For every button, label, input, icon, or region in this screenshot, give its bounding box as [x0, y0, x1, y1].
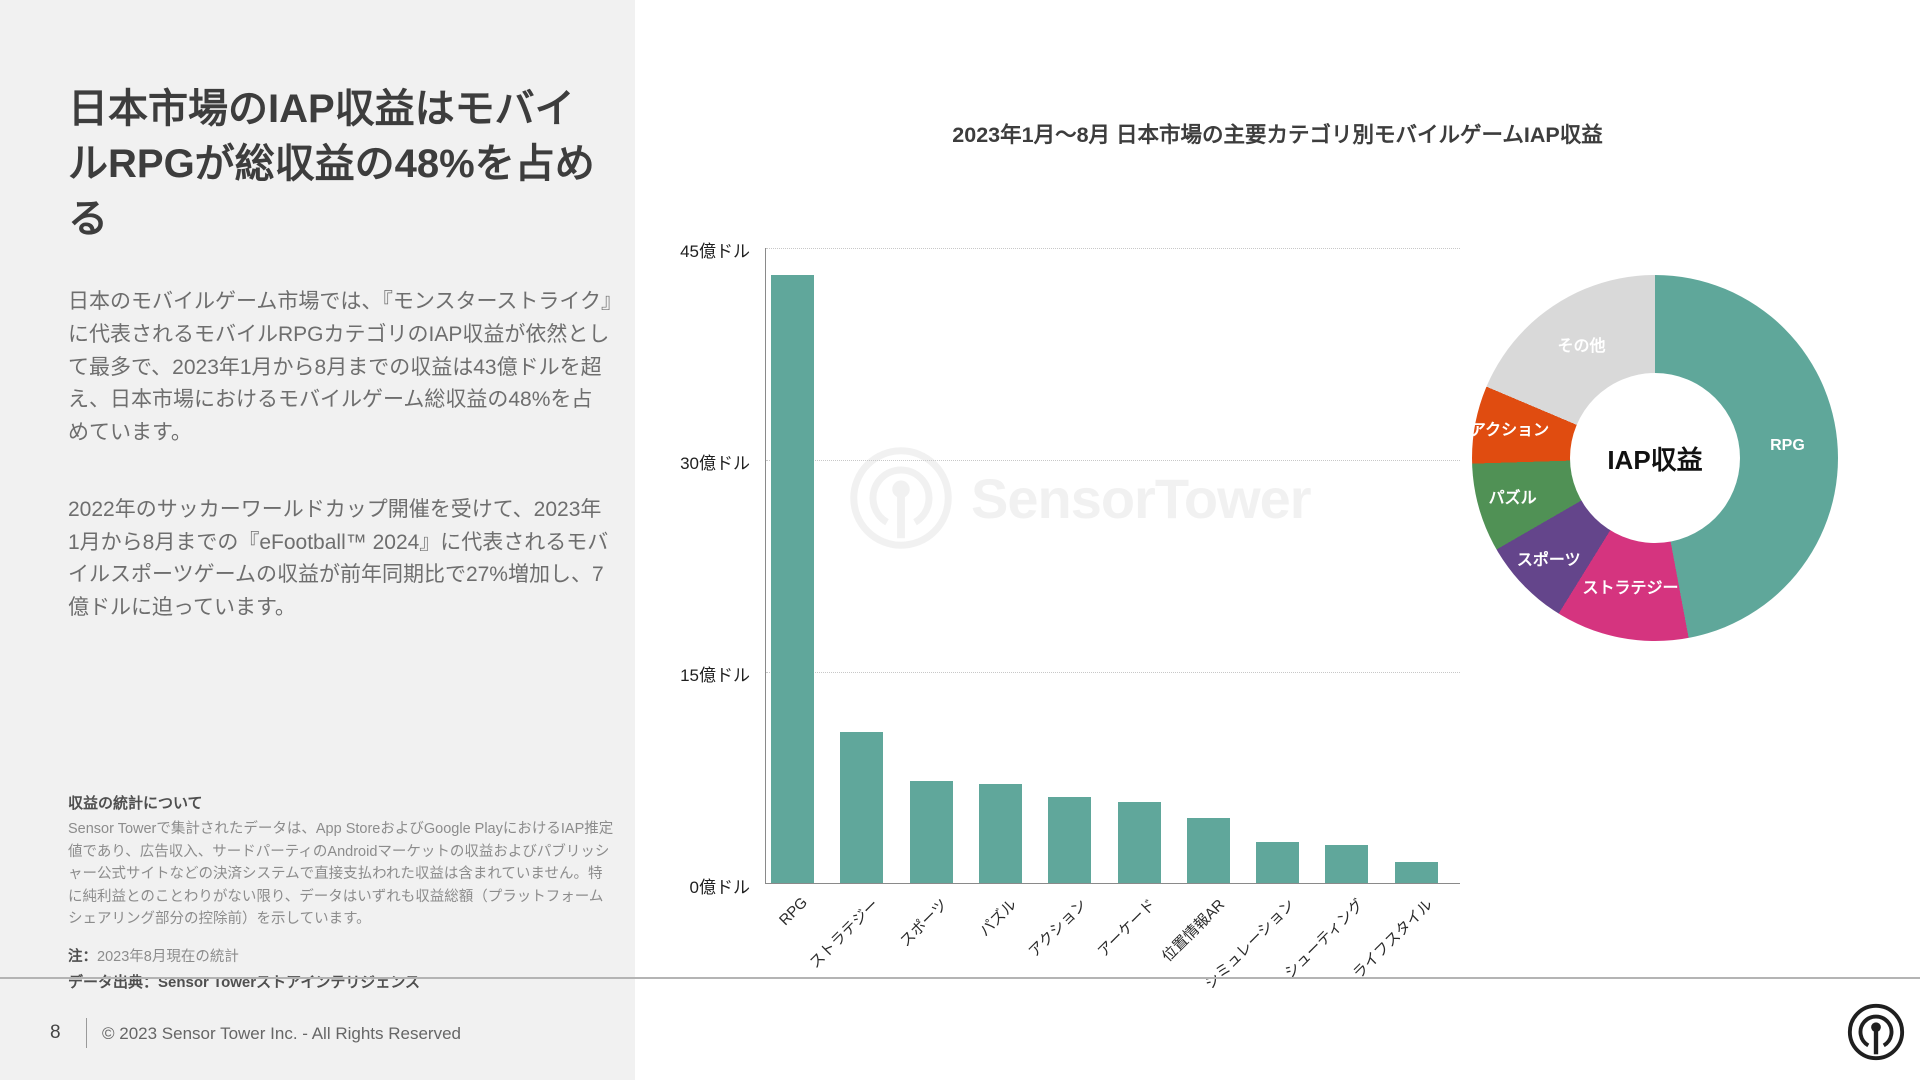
copyright-text: © 2023 Sensor Tower Inc. - All Rights Re… [102, 1024, 461, 1043]
x-axis-tick-label: シミュレーション [1201, 896, 1298, 993]
slice-label-その他: その他19% [1557, 338, 1606, 356]
donut-center-label: IAP収益 [1607, 444, 1703, 475]
bar-chart: RPG ストラテジー スポーツ パズル アクション アーケード 位置情報AR シミュレーション… [765, 248, 1460, 993]
gridline [766, 460, 1460, 461]
x-axis-tick-label: RPG [775, 894, 811, 930]
x-axis-tick-label: ストラテジー [806, 896, 882, 972]
chart-title: 2023年1月～8月 日本市場の主要カテゴリ別モバイルゲームIAP収益 [952, 123, 1603, 147]
page-number: 8 [50, 1022, 61, 1043]
bar-RPG [771, 275, 814, 883]
x-axis-tick-label: パズル [976, 896, 1021, 940]
slice-label-パズル: パズル8% [1488, 489, 1537, 507]
left-text-panel: 日本市場のIAP収益はモバイルRPGが総収益の48%を占める 日本のモバイルゲー… [0, 0, 635, 1080]
donut-hole: IAP収益 [1570, 373, 1740, 543]
note-text: 2023年8月現在の統計 [97, 949, 239, 966]
slice-label-アクション: アクション7% [1469, 422, 1550, 439]
x-axis-tick-label: アクション [1025, 896, 1090, 961]
y-axis-tick-label: 30億ドル [680, 454, 750, 473]
donut-chart: RPG48%ストラテジー12%スポーツ8%パズル8%アクション7%その他19% … [1469, 275, 1838, 641]
x-axis-tick-label: ライフスタイル [1350, 896, 1437, 983]
y-axis-tick-label: 15億ドル [680, 666, 750, 685]
footnote-block: 収益の統計について Sensor Towerで集計されたデータは、App Sto… [68, 792, 615, 992]
x-axis-tick-label: アーケード [1094, 896, 1160, 961]
paragraph-1: 日本のモバイルゲーム市場では、『モンスターストライク』に代表されるモバイルRPG… [68, 290, 612, 444]
y-axis-tick-label: 0億ドル [689, 878, 750, 897]
slide-title: 日本市場のIAP収益はモバイルRPGが総収益の48%を占める [68, 87, 595, 242]
note-label: 注： [68, 949, 97, 966]
bar-ライフスタイル [1394, 861, 1438, 883]
bar-シミュレーション [1256, 842, 1300, 883]
footer-divider [0, 977, 1920, 979]
sensor-tower-logo-icon [1847, 1003, 1905, 1061]
data-source-line: データ出典：Sensor Towerストアインテリジェンス [68, 974, 421, 992]
chart-panel: 2023年1月～8月 日本市場の主要カテゴリ別モバイルゲームIAP収益 Sens… [635, 0, 1920, 1080]
bar-パズル [978, 784, 1022, 883]
x-axis-tick-label: スポーツ [896, 896, 952, 951]
gridline [766, 248, 1460, 249]
footnote-heading: 収益の統計について [68, 795, 203, 812]
bar-ストラテジー [840, 731, 884, 883]
gridline [766, 672, 1460, 673]
x-axis-tick-label: シューティング [1281, 896, 1368, 982]
slice-label-スポーツ: スポーツ8% [1516, 552, 1581, 570]
body-text: 日本のモバイルゲーム市場では、『モンスターストライク』に代表されるモバイルRPG… [68, 286, 613, 669]
x-axis-tick-label: 位置情報AR [1159, 896, 1229, 966]
bar-アーケード [1117, 802, 1161, 883]
bar-シューティング [1325, 844, 1369, 883]
paragraph-2: 2022年のサッカーワールドカップ開催を受けて、2023年1月から8月までの『e… [68, 497, 609, 619]
note-line: 注：2023年8月現在の統計 [68, 945, 615, 966]
slice-label-RPG: RPG48% [1770, 436, 1805, 454]
bar-スポーツ [909, 781, 953, 883]
slice-label-ストラテジー: ストラテジー12% [1582, 579, 1679, 597]
bar-アクション [1048, 796, 1092, 883]
y-axis-tick-label: 45億ドル [680, 242, 750, 261]
bar-位置情報AR [1186, 818, 1230, 883]
footnote-body: Sensor Towerで集計されたデータは、App StoreおよびGoogl… [68, 821, 614, 928]
footer-separator [86, 1018, 87, 1048]
